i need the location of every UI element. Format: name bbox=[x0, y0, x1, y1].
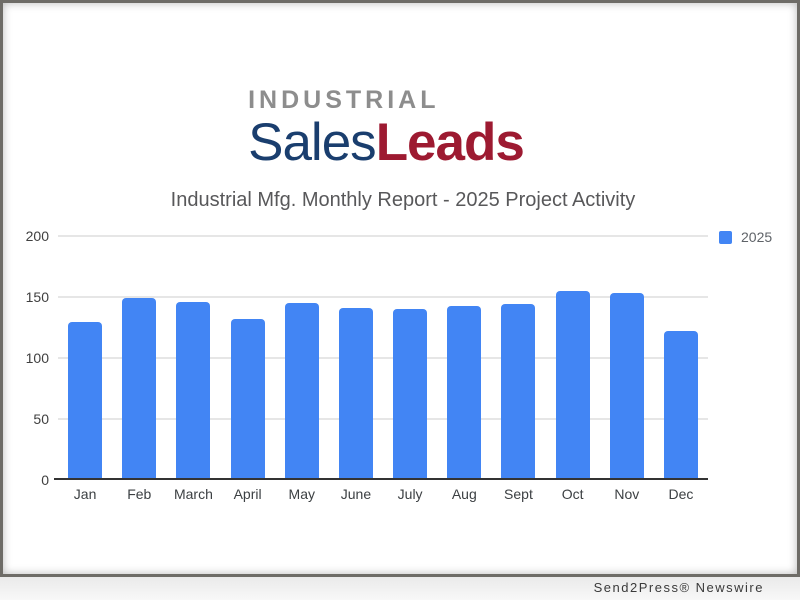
y-axis-labels: 0 50 100 150 200 bbox=[3, 229, 49, 487]
bar-slot-April bbox=[221, 236, 275, 479]
logo-leads-text: Leads bbox=[375, 112, 525, 172]
x-axis-baseline bbox=[54, 478, 708, 480]
plot-area bbox=[54, 235, 708, 480]
bar-slot-Dec bbox=[654, 236, 708, 479]
x-axis-labels: Jan Feb March April May June July Aug Sept Oct Nov… bbox=[58, 486, 708, 502]
y-tick-label-200: 200 bbox=[25, 228, 49, 244]
bar-slot-Feb bbox=[112, 236, 166, 479]
y-tick-label-150: 150 bbox=[25, 289, 49, 305]
bar-slot-Sept bbox=[491, 236, 545, 479]
logo-sales-text: Sales bbox=[248, 112, 377, 172]
x-tick-label-Dec: Dec bbox=[668, 486, 694, 502]
chart-title: Industrial Mfg. Monthly Report - 2025 Pr… bbox=[170, 189, 636, 211]
x-tick-label-March: March bbox=[173, 486, 213, 502]
x-tick-label-Sept: Sept bbox=[504, 486, 533, 502]
bar-Aug bbox=[447, 306, 482, 479]
gridline-50 bbox=[58, 418, 708, 420]
bar-slot-July bbox=[383, 236, 437, 479]
gridline-100 bbox=[58, 357, 708, 359]
x-tick-label-June: June bbox=[340, 486, 372, 502]
bar-slot-Oct bbox=[546, 236, 600, 479]
logo-salesleads: SalesLeads bbox=[248, 112, 525, 172]
bar-June bbox=[338, 307, 373, 479]
bar-March bbox=[176, 301, 211, 479]
gridline-150 bbox=[58, 296, 708, 298]
x-tick-label-Feb: Feb bbox=[127, 486, 152, 502]
bar-slot-Jan bbox=[58, 236, 112, 479]
bar-slot-June bbox=[329, 236, 383, 479]
legend-label: 2025 bbox=[741, 229, 773, 245]
x-tick-label-Jan: Jan bbox=[73, 486, 97, 502]
y-tick-label-50: 50 bbox=[33, 411, 49, 427]
bar-Nov bbox=[609, 293, 644, 479]
chart-legend: 2025 bbox=[719, 229, 772, 245]
bar-Sept bbox=[501, 304, 536, 479]
bars-row bbox=[58, 236, 708, 479]
x-tick-label-Aug: Aug bbox=[451, 486, 477, 502]
logo-industrial: INDUSTRIAL bbox=[248, 86, 440, 114]
logo-inner: INDUSTRIAL SalesLeads bbox=[248, 86, 525, 172]
bar-Dec bbox=[663, 330, 698, 479]
legend-swatch bbox=[719, 230, 732, 244]
bar-July bbox=[393, 308, 428, 479]
logo: INDUSTRIAL SalesLeads bbox=[3, 86, 800, 172]
bar-Oct bbox=[555, 290, 590, 479]
y-tick-label-0: 0 bbox=[41, 472, 49, 488]
x-tick-label-Nov: Nov bbox=[614, 486, 640, 502]
bar-slot-Aug bbox=[437, 236, 491, 479]
y-tick-label-100: 100 bbox=[25, 350, 49, 366]
credit-text: Send2Press® Newswire bbox=[593, 580, 764, 595]
x-tick-label-May: May bbox=[288, 486, 315, 502]
bar-April bbox=[230, 318, 265, 479]
bar-Feb bbox=[122, 297, 157, 479]
x-tick-label-July: July bbox=[397, 486, 423, 502]
photo-frame: INDUSTRIAL SalesLeads Industrial Mfg. Mo… bbox=[0, 0, 800, 577]
bar-slot-May bbox=[275, 236, 329, 479]
x-tick-label-Oct: Oct bbox=[561, 486, 584, 502]
gridline-200 bbox=[58, 235, 708, 237]
credit-bar: Send2Press® Newswire bbox=[0, 577, 800, 600]
bar-slot-March bbox=[166, 236, 220, 479]
bar-Jan bbox=[68, 322, 103, 479]
x-tick-label-April: April bbox=[233, 486, 262, 502]
bar-slot-Nov bbox=[600, 236, 654, 479]
bar-May bbox=[284, 302, 319, 479]
